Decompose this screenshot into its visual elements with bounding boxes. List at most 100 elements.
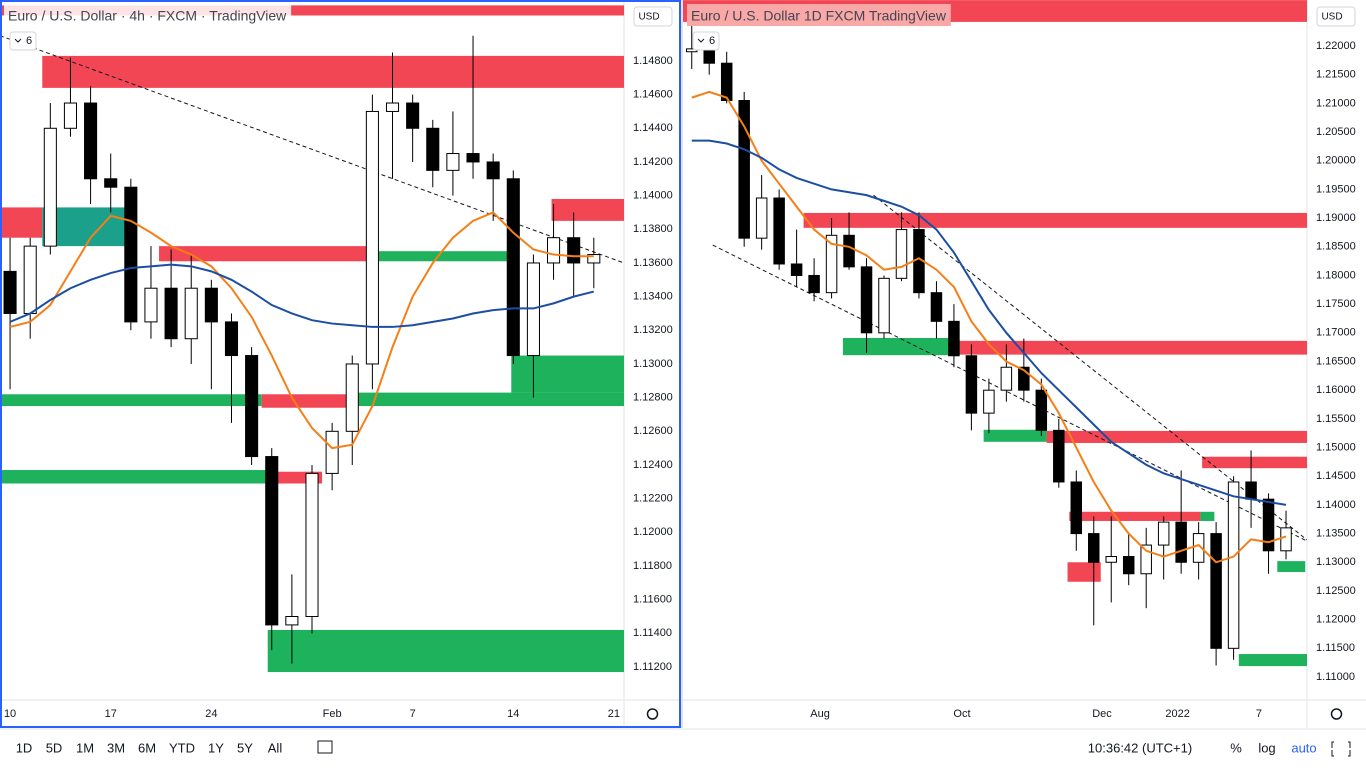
zone bbox=[0, 470, 266, 484]
y-tick-label: 1.21500 bbox=[1316, 69, 1356, 81]
range-button[interactable]: 3M bbox=[107, 740, 125, 755]
range-button[interactable]: 5D bbox=[46, 740, 63, 755]
candle-body bbox=[703, 48, 715, 64]
candle-body bbox=[1245, 481, 1257, 500]
range-button[interactable]: 6M bbox=[138, 740, 156, 755]
y-tick-label: 1.21000 bbox=[1316, 97, 1356, 109]
y-tick-label: 1.12000 bbox=[1316, 614, 1356, 626]
y-tick-label: 1.18000 bbox=[1316, 269, 1356, 281]
zone bbox=[261, 394, 353, 408]
y-tick-label: 1.11600 bbox=[633, 594, 672, 606]
y-tick-label: 1.14000 bbox=[1316, 499, 1356, 511]
candle-body bbox=[204, 287, 218, 323]
percent-toggle[interactable]: % bbox=[1230, 740, 1242, 755]
candle-body bbox=[385, 102, 400, 112]
range-button[interactable]: 5Y bbox=[237, 740, 253, 755]
zone bbox=[354, 392, 624, 407]
range-button[interactable]: All bbox=[268, 740, 283, 755]
y-tick-label: 1.11000 bbox=[1316, 671, 1355, 683]
x-tick-label: 24 bbox=[205, 708, 217, 720]
indicator-badge[interactable] bbox=[692, 31, 720, 51]
y-tick-label: 1.12200 bbox=[633, 493, 673, 505]
title-background bbox=[4, 5, 292, 25]
y-tick-label: 1.16500 bbox=[1316, 355, 1356, 367]
y-tick-label: 1.14800 bbox=[633, 55, 673, 67]
badge-count: 6 bbox=[709, 35, 715, 47]
y-tick-label: 1.14200 bbox=[633, 156, 673, 168]
zone bbox=[1069, 511, 1201, 521]
candle-body bbox=[1070, 481, 1083, 535]
moving-average bbox=[691, 139, 1287, 506]
candle-body bbox=[790, 263, 803, 276]
indicator-badge[interactable] bbox=[9, 31, 37, 51]
y-tick-label: 1.22000 bbox=[1316, 40, 1356, 52]
candle-body bbox=[506, 178, 520, 357]
clock: 10:36:42 (UTC+1) bbox=[1088, 740, 1192, 755]
range-button[interactable]: 1Y bbox=[208, 740, 224, 755]
range-button[interactable]: 1M bbox=[76, 740, 94, 755]
y-tick-label: 1.19000 bbox=[1316, 212, 1356, 224]
settings-icon[interactable] bbox=[1330, 708, 1343, 720]
y-tick-label: 1.16000 bbox=[1316, 384, 1356, 396]
candle-body bbox=[860, 266, 873, 334]
zone bbox=[803, 212, 1307, 228]
log-toggle[interactable]: log bbox=[1258, 740, 1275, 755]
auto-toggle[interactable]: auto bbox=[1291, 740, 1316, 755]
zone bbox=[42, 55, 624, 88]
trendline bbox=[873, 194, 1307, 541]
y-tick-label: 1.17500 bbox=[1316, 298, 1356, 310]
y-tick-label: 1.19500 bbox=[1316, 183, 1356, 195]
zone bbox=[267, 629, 624, 673]
fullscreen-icon[interactable] bbox=[1331, 741, 1351, 757]
currency-button[interactable] bbox=[1316, 6, 1356, 27]
y-tick-label: 1.14000 bbox=[633, 190, 673, 202]
chart-title: Euro / U.S. Dollar 1D FXCM TradingView bbox=[691, 8, 947, 24]
zone bbox=[842, 337, 951, 356]
candle-body bbox=[895, 229, 908, 279]
y-tick-label: 1.13800 bbox=[633, 223, 673, 235]
zone bbox=[1067, 562, 1101, 582]
zone bbox=[1277, 561, 1306, 573]
candle-body bbox=[426, 127, 440, 171]
candle-body bbox=[144, 287, 158, 323]
y-tick-label: 1.11800 bbox=[633, 560, 672, 572]
title-background bbox=[687, 4, 951, 26]
candle-body bbox=[843, 234, 855, 268]
zone bbox=[159, 246, 379, 262]
x-tick-label: 7 bbox=[410, 708, 416, 720]
settings-icon[interactable] bbox=[646, 708, 659, 720]
candle-body bbox=[1192, 533, 1205, 563]
candle-body bbox=[1227, 481, 1240, 649]
candle-body bbox=[63, 102, 77, 129]
range-button[interactable]: 1D bbox=[16, 740, 33, 755]
range-button[interactable]: YTD bbox=[169, 740, 195, 755]
candle-body bbox=[466, 153, 480, 163]
candle-body bbox=[245, 355, 259, 458]
currency-button[interactable] bbox=[633, 6, 673, 27]
y-tick-label: 1.15500 bbox=[1316, 413, 1356, 425]
candle-body bbox=[1105, 556, 1117, 563]
y-tick-label: 1.20000 bbox=[1316, 155, 1356, 167]
candle-body bbox=[486, 161, 500, 180]
y-tick-label: 1.20500 bbox=[1316, 126, 1356, 138]
y-tick-label: 1.12800 bbox=[633, 392, 673, 404]
candle-body bbox=[738, 99, 750, 239]
zone bbox=[0, 207, 43, 238]
x-tick-label: 14 bbox=[507, 708, 519, 720]
candle-body bbox=[1140, 544, 1152, 575]
zone bbox=[950, 340, 1307, 355]
y-tick-label: 1.17000 bbox=[1316, 327, 1356, 339]
compare-icon[interactable] bbox=[317, 740, 333, 754]
x-tick-label: Oct bbox=[953, 708, 970, 720]
zone bbox=[1202, 456, 1307, 469]
x-tick-label: 17 bbox=[105, 708, 117, 720]
candle-body bbox=[983, 389, 995, 414]
candle-body bbox=[3, 270, 17, 314]
candle-body bbox=[406, 102, 420, 129]
candle-body bbox=[547, 237, 561, 264]
x-tick-label: Dec bbox=[1092, 708, 1112, 720]
zone bbox=[1200, 511, 1215, 521]
candle-body bbox=[1088, 533, 1100, 563]
y-tick-label: 1.13400 bbox=[633, 291, 673, 303]
zone bbox=[0, 394, 262, 407]
